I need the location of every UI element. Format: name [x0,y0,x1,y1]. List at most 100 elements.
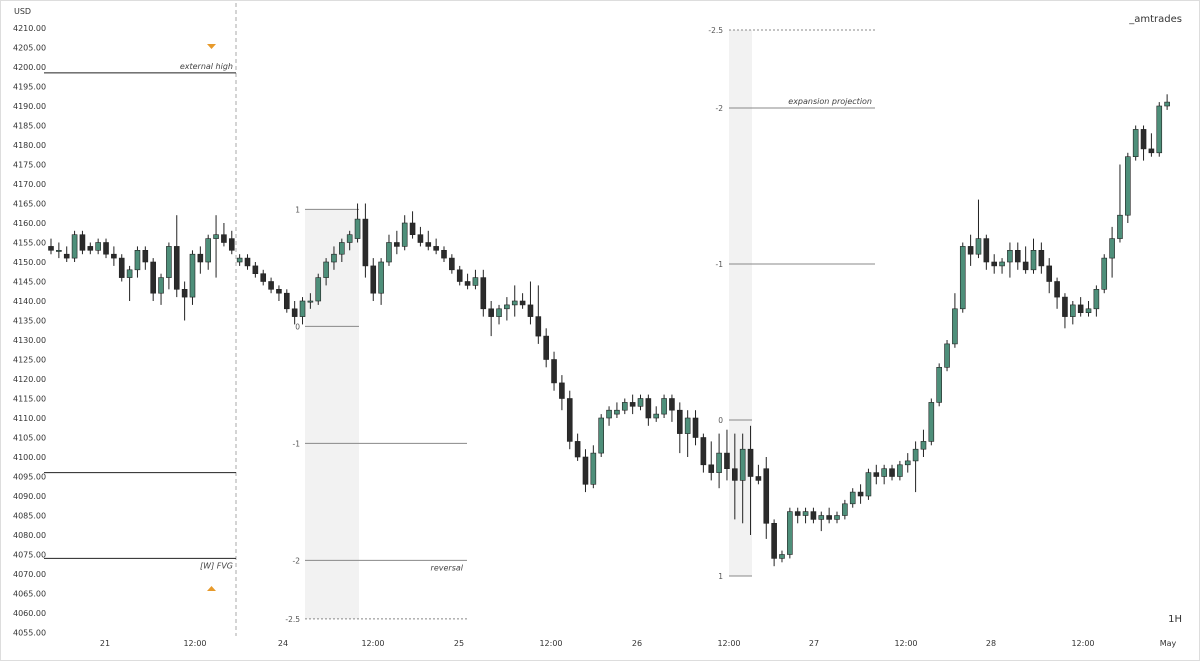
candle [118,254,125,282]
candle-body [1117,214,1123,239]
y-tick-label: 4210.00 [13,24,46,33]
candle [1148,133,1155,157]
candle-body [543,335,549,360]
candle [661,394,667,418]
candle [606,406,612,426]
x-tick-label: 24 [278,639,288,648]
candle [645,394,652,426]
external-high-label: external high [180,62,233,71]
fvg-label: [W] FVG [200,561,233,570]
y-tick-label: 4075.00 [13,551,46,560]
candle-body [1030,250,1037,271]
candle [221,223,227,247]
candle [747,425,754,535]
expansion-fib-label: -1 [716,260,724,269]
x-tick-label: 12:00 [183,639,206,648]
candle-body [865,472,872,497]
candle-body [889,468,895,477]
candle [386,234,392,266]
candle-body [464,281,471,286]
candle [708,441,715,481]
candle [504,297,510,321]
candle-body [1125,156,1131,216]
y-tick-label: 4120.00 [13,375,46,384]
candle-body [1140,129,1147,150]
candle [71,230,78,262]
expansion-fib-label: 0 [718,416,723,425]
candle-body [527,304,534,317]
candle-body [205,238,211,263]
candle [716,433,722,489]
candle-body [1007,250,1013,263]
candle [79,230,86,255]
reversal-fib-label: -1 [293,439,301,448]
candle [142,246,149,270]
candle [378,258,384,305]
candle-body [103,242,109,255]
candle [103,238,109,259]
reversal-fib-label: -2.5 [285,615,300,624]
candle [173,215,180,298]
candle [409,211,416,239]
candle [1140,125,1147,161]
x-tick-label: 12:00 [894,639,917,648]
candle-body [142,250,149,263]
y-tick-label: 4160.00 [13,219,46,228]
candle [692,410,699,446]
candle [181,281,188,321]
candle-body [425,242,432,247]
candle [771,519,777,567]
candle-body [1022,261,1029,271]
candle [826,507,832,524]
candle-body [991,261,998,267]
candle-body [708,464,715,473]
candle [1014,242,1021,270]
candle [519,293,526,309]
candle-body [747,448,754,477]
y-tick-label: 4115.00 [13,395,46,404]
candle [849,488,856,508]
fib-levels: 1 0 -1 -2 -2.5 reversal -2.5 -2 -1 0 1 expansion pr… [285,26,875,624]
expansion-fib-label: 1 [718,572,723,581]
x-tick-label: 12:00 [717,639,740,648]
candle-body [1132,129,1139,157]
candle-body [999,261,1005,267]
candle-body [173,246,180,290]
y-tick-label: 4195.00 [13,83,46,92]
candle-body [771,522,777,559]
candle-body [221,234,227,243]
candle-body [111,253,117,259]
candle [496,304,502,325]
x-tick-label: May [1160,639,1177,648]
candle [897,460,903,481]
candle [582,449,589,493]
candle [637,394,644,411]
candle [621,398,628,415]
candle [810,507,817,524]
candle [417,226,424,247]
candle [755,464,762,485]
expansion-fib-label: -2.5 [708,26,723,35]
candle-body [496,308,502,317]
candle-body [842,503,848,516]
candle-body [606,409,612,419]
candle-body [48,246,54,251]
candle [95,238,101,255]
y-tick-label: 4145.00 [13,278,46,287]
candle-body [1014,250,1021,263]
candle [166,242,172,290]
candle-body [228,238,235,251]
candle [763,457,770,539]
candle-body [598,417,605,454]
candle [456,265,463,286]
candle-body [779,554,785,559]
candle [598,414,605,457]
x-tick-label: 26 [632,639,642,648]
candle-body [244,257,251,267]
reversal-fib-label: 0 [295,322,300,331]
candle [802,507,809,524]
candle [739,433,746,524]
x-tick-label: 28 [986,639,996,648]
candle [449,254,455,274]
candle [920,429,927,457]
